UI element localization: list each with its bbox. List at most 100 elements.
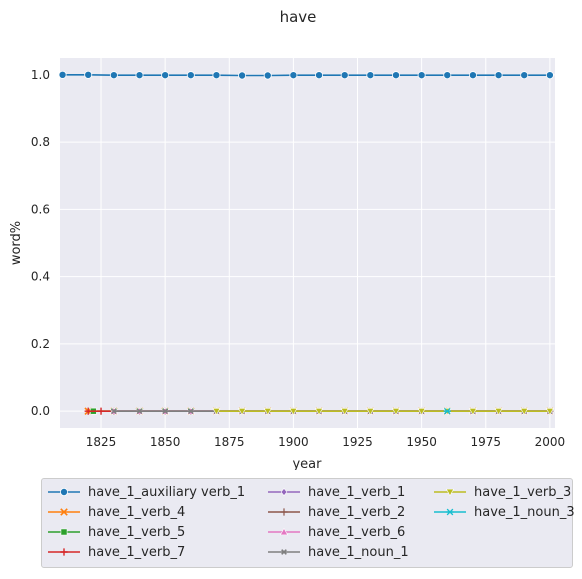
data-point — [417, 408, 426, 416]
data-point — [494, 408, 503, 416]
data-point — [391, 71, 400, 80]
data-point — [186, 71, 195, 80]
x-tick-label: 1825 — [86, 435, 117, 449]
x-tick-label: 1850 — [150, 435, 181, 449]
legend-label: have_1_verb_4 — [88, 504, 186, 520]
data-point — [289, 71, 298, 80]
x-tick-label: 1925 — [342, 435, 373, 449]
y-tick-label: 1.0 — [31, 68, 50, 82]
data-point — [97, 407, 105, 415]
data-point — [366, 408, 375, 416]
chart-title: have — [280, 8, 317, 26]
plot-area — [60, 58, 555, 428]
legend-swatch — [48, 548, 80, 556]
x-tick-label: 2000 — [535, 435, 566, 449]
series-have-1-noun-3 — [443, 407, 451, 415]
legend-label: have_1_verb_3 — [474, 484, 572, 500]
legend-item: have_1_noun_1 — [266, 543, 409, 561]
data-point — [520, 71, 529, 80]
legend-item: have_1_verb_3 — [432, 483, 571, 501]
data-point — [58, 70, 67, 79]
legend-swatch — [268, 527, 300, 536]
data-point — [263, 71, 272, 80]
legend-swatch — [48, 528, 80, 536]
data-point — [545, 408, 554, 416]
data-point — [468, 408, 478, 416]
legend-label: have_1_verb_7 — [88, 544, 186, 560]
y-tick-label: 0.4 — [31, 270, 50, 284]
legend-item: have_1_verb_2 — [266, 503, 405, 521]
legend-item: have_1_noun_3 — [432, 503, 575, 521]
data-point — [109, 71, 118, 80]
legend-item: have_1_verb_1 — [266, 483, 405, 501]
data-point — [187, 408, 194, 415]
y-axis-label: word% — [9, 221, 24, 265]
chart: have 1825 1850 1875 1900 1925 1950 1975 2000 0.0… — [9, 8, 565, 470]
legend-item: have_1_verb_4 — [46, 503, 185, 521]
data-point — [314, 408, 324, 416]
data-point — [443, 71, 452, 80]
data-point — [315, 71, 324, 80]
legend-swatch-marker — [281, 549, 287, 555]
legend-swatch-marker — [280, 508, 288, 516]
x-tick-label: 1875 — [214, 435, 245, 449]
data-point — [162, 408, 169, 415]
legend-item: have_1_auxiliary verb_1 — [46, 483, 245, 501]
data-point — [84, 407, 92, 415]
data-point — [161, 71, 170, 80]
x-tick-label: 1950 — [406, 435, 437, 449]
data-point — [340, 71, 349, 80]
data-point — [340, 408, 349, 416]
legend-label: have_1_noun_3 — [474, 504, 575, 520]
x-tick-label: 1900 — [278, 435, 309, 449]
legend-swatch — [48, 508, 80, 516]
data-point — [84, 70, 93, 79]
legend-swatch — [434, 508, 466, 516]
legend-label: have_1_verb_2 — [308, 504, 406, 520]
data-point — [238, 71, 247, 80]
data-point — [468, 71, 477, 80]
series-have-1-auxiliary-verb-1 — [58, 70, 554, 80]
legend-swatch-marker — [279, 527, 289, 536]
legend-swatch — [268, 549, 300, 555]
data-point — [212, 71, 221, 80]
legend-item: have_1_verb_7 — [46, 543, 185, 561]
legend-label: have_1_noun_1 — [308, 544, 409, 560]
legend-label: have_1_auxiliary verb_1 — [88, 484, 246, 500]
legend-swatch — [434, 488, 466, 497]
data-point — [237, 408, 247, 416]
data-point — [545, 71, 554, 80]
y-tick-label: 0.8 — [31, 135, 50, 149]
y-tick-label: 0.2 — [31, 337, 50, 351]
data-point — [391, 408, 401, 416]
data-point — [136, 408, 143, 415]
legend-label: have_1_verb_1 — [308, 484, 406, 500]
series-have-1-verb-3 — [212, 408, 554, 416]
data-point — [494, 71, 503, 80]
legend-label: have_1_verb_6 — [308, 524, 406, 540]
data-point — [520, 408, 529, 416]
legend-swatch-marker — [446, 508, 454, 516]
legend-swatch — [268, 487, 300, 497]
data-point — [443, 407, 451, 415]
legend-swatch-marker — [280, 487, 288, 497]
data-point — [263, 408, 272, 416]
legend-swatch-marker — [59, 488, 68, 496]
x-tick-label: 1975 — [470, 435, 501, 449]
series-layer — [58, 70, 554, 416]
y-tick-label: 0.0 — [31, 404, 50, 418]
data-point — [417, 71, 426, 80]
series-line — [62, 74, 550, 77]
legend: have_1_auxiliary verb_1 have_1_verb_4 have… — [41, 478, 575, 568]
x-axis-label: year — [292, 457, 322, 470]
legend-swatch-marker — [60, 548, 68, 556]
data-point — [289, 408, 298, 416]
y-tick-label: 0.6 — [31, 202, 50, 216]
data-point — [135, 71, 144, 80]
legend-swatch — [268, 508, 300, 516]
legend-swatch-marker — [445, 488, 455, 497]
legend-swatch-marker — [60, 508, 68, 516]
axis-ticks: 1825 1850 1875 1900 1925 1950 1975 2000 0.0 0.2 0.… — [31, 68, 565, 449]
legend-swatch-marker — [60, 528, 68, 536]
legend-label: have_1_verb_5 — [88, 524, 186, 540]
